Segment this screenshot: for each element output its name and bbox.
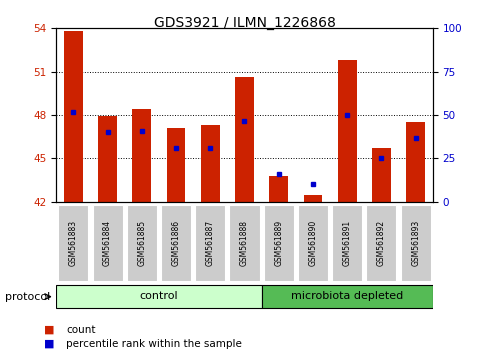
Bar [303, 195, 322, 202]
Bar [263, 205, 293, 281]
Text: percentile rank within the sample: percentile rank within the sample [66, 339, 242, 349]
Text: GSM561886: GSM561886 [171, 220, 180, 267]
Bar [400, 205, 430, 281]
Text: GSM561891: GSM561891 [342, 220, 351, 267]
Bar [331, 205, 362, 281]
Bar [235, 78, 253, 202]
Text: GSM561887: GSM561887 [205, 220, 214, 267]
Bar [126, 205, 157, 281]
Text: GSM561883: GSM561883 [69, 220, 78, 267]
Text: GDS3921 / ILMN_1226868: GDS3921 / ILMN_1226868 [153, 16, 335, 30]
Bar [56, 285, 261, 308]
Text: GSM561890: GSM561890 [308, 220, 317, 267]
Bar [366, 205, 396, 281]
Bar [92, 205, 122, 281]
Bar [269, 176, 287, 202]
Bar [58, 205, 88, 281]
Text: GSM561893: GSM561893 [410, 220, 419, 267]
Text: GSM561889: GSM561889 [274, 220, 283, 267]
Text: count: count [66, 325, 95, 335]
Bar [98, 116, 117, 202]
Text: GSM561888: GSM561888 [240, 221, 248, 266]
Bar [161, 205, 191, 281]
Bar [166, 128, 185, 202]
Bar [371, 148, 390, 202]
Bar [229, 205, 259, 281]
Text: ■: ■ [44, 325, 54, 335]
Bar [261, 285, 432, 308]
Bar [132, 109, 151, 202]
Text: GSM561885: GSM561885 [137, 220, 146, 267]
Text: microbiota depleted: microbiota depleted [290, 291, 403, 302]
Bar [64, 31, 82, 202]
Text: GSM561892: GSM561892 [376, 220, 385, 267]
Text: ■: ■ [44, 339, 54, 349]
Bar [201, 125, 219, 202]
Bar [297, 205, 327, 281]
Bar [195, 205, 225, 281]
Bar [337, 60, 356, 202]
Text: control: control [140, 291, 178, 302]
Text: protocol: protocol [5, 292, 50, 302]
Text: GSM561884: GSM561884 [103, 220, 112, 267]
Bar [406, 122, 424, 202]
